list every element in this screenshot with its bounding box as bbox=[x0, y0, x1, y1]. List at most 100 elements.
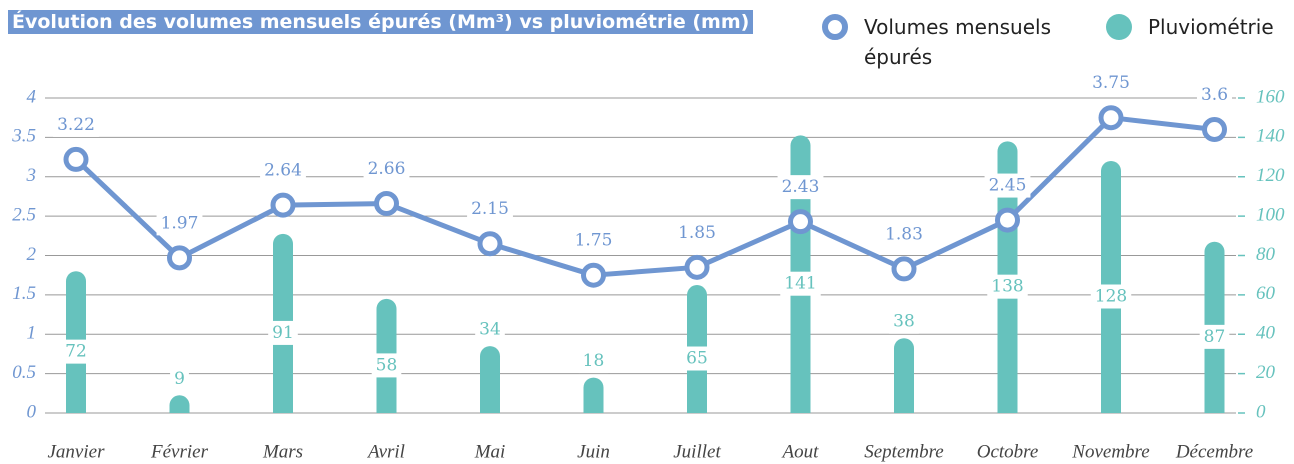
value-label: 65 bbox=[686, 349, 708, 369]
line-marker bbox=[684, 254, 710, 280]
legend-label: Volumes mensuels épurés bbox=[864, 15, 1052, 69]
label-bg bbox=[260, 158, 306, 183]
x-tick-label: Juin bbox=[577, 441, 610, 462]
value-label: 3.22 bbox=[57, 115, 95, 135]
bar bbox=[480, 346, 500, 413]
value-label: 18 bbox=[583, 351, 605, 371]
value-label: 72 bbox=[65, 342, 87, 362]
value-label-group: 87 bbox=[1199, 324, 1230, 349]
legend-swatch bbox=[822, 14, 848, 40]
line-marker bbox=[891, 256, 917, 282]
y2-tick-label: 80 bbox=[1256, 244, 1276, 265]
label-bg bbox=[1196, 83, 1233, 107]
y-tick-label: 3.5 bbox=[11, 126, 36, 147]
value-label-group: 3.22 bbox=[53, 112, 99, 137]
line-marker bbox=[1202, 117, 1227, 142]
label-bg bbox=[780, 271, 821, 296]
value-label: 1.83 bbox=[885, 224, 923, 244]
label-bg bbox=[268, 320, 298, 345]
line-marker bbox=[270, 192, 296, 218]
value-label-group: 2.64 bbox=[260, 158, 306, 183]
value-label: 128 bbox=[1095, 287, 1127, 307]
value-label-group: 65 bbox=[682, 346, 712, 371]
x-tick-label: Janvier bbox=[48, 441, 106, 462]
value-label-group: 1.85 bbox=[674, 220, 720, 245]
y-tick-label: 1.5 bbox=[12, 283, 36, 304]
y2-tick-label: 60 bbox=[1256, 283, 1276, 304]
label-bg bbox=[578, 349, 609, 374]
value-label: 87 bbox=[1204, 327, 1226, 347]
value-label-group: 58 bbox=[371, 353, 402, 378]
value-label: 3.75 bbox=[1092, 73, 1130, 93]
value-label-group: 3.6 bbox=[1196, 83, 1233, 107]
x-tick-label: Octobre bbox=[977, 441, 1039, 462]
legend-swatch bbox=[1106, 14, 1132, 40]
y2-tick-label: 100 bbox=[1256, 204, 1285, 225]
value-label-group: 2.66 bbox=[363, 157, 410, 182]
bar bbox=[169, 395, 190, 413]
bar bbox=[894, 338, 914, 413]
value-label-group: 3.75 bbox=[1088, 71, 1134, 96]
label-bg bbox=[987, 274, 1028, 299]
value-label: 2.66 bbox=[368, 159, 406, 179]
line bbox=[74, 115, 1215, 278]
value-label: 91 bbox=[272, 323, 294, 343]
chart-title: Évolution des volumes mensuels épurés (M… bbox=[8, 10, 754, 34]
label-bg bbox=[467, 197, 513, 222]
value-label: 2.64 bbox=[264, 161, 302, 181]
label-bg bbox=[889, 309, 919, 334]
value-label-group: 141 bbox=[780, 271, 821, 296]
y2-tick-label: 0 bbox=[1256, 401, 1266, 422]
label-bg bbox=[170, 366, 189, 391]
label-bg bbox=[984, 173, 1031, 198]
line-marker bbox=[63, 146, 89, 172]
value-label-group: 1.83 bbox=[881, 222, 927, 247]
y-tick-label: 3 bbox=[26, 165, 37, 186]
value-label-group: 128 bbox=[1090, 284, 1132, 309]
value-label-group: 18 bbox=[578, 349, 609, 374]
line-marker bbox=[581, 262, 606, 288]
value-label: 38 bbox=[893, 312, 915, 332]
y2-tick-label: 20 bbox=[1256, 362, 1276, 383]
x-tick-label: Septembre bbox=[864, 441, 944, 462]
value-label-group: 1.97 bbox=[156, 211, 203, 236]
y2-tick-label: 160 bbox=[1256, 86, 1285, 107]
line-marker bbox=[167, 245, 192, 271]
label-bg bbox=[1088, 71, 1134, 96]
line-marker bbox=[374, 191, 399, 217]
y-tick-label: 0.5 bbox=[12, 362, 36, 383]
value-label-group: 2.43 bbox=[777, 175, 824, 200]
value-label-group: 34 bbox=[475, 317, 505, 342]
value-label: 1.75 bbox=[575, 231, 613, 251]
value-label-group: 2.45 bbox=[984, 173, 1031, 198]
label-bg bbox=[61, 339, 91, 364]
x-tick-label: Juillet bbox=[673, 441, 721, 462]
label-bg bbox=[156, 211, 203, 236]
x-tick-label: Avril bbox=[366, 441, 405, 462]
value-label: 1.97 bbox=[161, 213, 199, 233]
label-bg bbox=[363, 157, 410, 182]
value-label: 1.85 bbox=[678, 223, 716, 243]
x-tick-label: Février bbox=[150, 441, 209, 462]
y2-tick-label: 120 bbox=[1256, 165, 1285, 186]
y-tick-label: 1 bbox=[27, 323, 37, 344]
y2-tick-label: 40 bbox=[1256, 323, 1276, 344]
value-label-group: 38 bbox=[889, 309, 919, 334]
line-marker bbox=[995, 207, 1020, 233]
value-label: 2.15 bbox=[471, 199, 509, 219]
label-bg bbox=[777, 175, 824, 200]
y2-tick-label: 140 bbox=[1256, 126, 1285, 147]
value-label: 2.45 bbox=[989, 176, 1027, 196]
x-tick-label: Mars bbox=[262, 441, 303, 462]
x-tick-label: Aout bbox=[781, 441, 820, 462]
label-bg bbox=[53, 112, 99, 137]
legend-label: Pluviométrie bbox=[1148, 15, 1274, 39]
value-label: 3.6 bbox=[1201, 85, 1228, 105]
value-label: 2.43 bbox=[782, 177, 820, 197]
value-label-group: 2.15 bbox=[467, 197, 513, 222]
line-marker bbox=[477, 231, 503, 257]
label-bg bbox=[475, 317, 505, 342]
value-label: 141 bbox=[784, 274, 816, 294]
value-label: 138 bbox=[991, 277, 1023, 297]
